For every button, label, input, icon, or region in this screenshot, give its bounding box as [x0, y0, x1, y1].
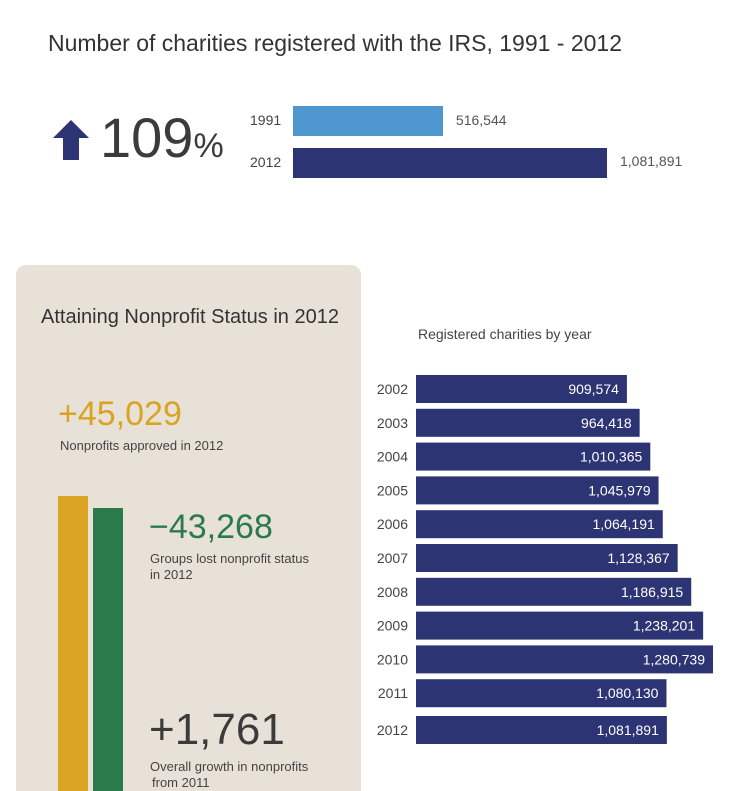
growth-caption-line2: from 2011: [152, 775, 210, 790]
year-bar-2005: [416, 476, 659, 505]
comparison-bar-2012: [293, 148, 607, 178]
year-bar-2006: [416, 510, 663, 539]
approved-caption: Nonprofits approved in 2012: [60, 438, 224, 453]
lost-caption-line1: Groups lost nonprofit status: [150, 551, 309, 566]
year-label-2012: 2012: [377, 722, 408, 738]
comparison-year-1991: 1991: [250, 112, 282, 128]
lost-caption-line2: in 2012: [150, 567, 193, 582]
growth-count: +1,761: [149, 705, 285, 754]
year-value-label-2006: 1,064,191: [592, 516, 654, 532]
year-label-2007: 2007: [377, 550, 408, 566]
year-label-2004: 2004: [377, 449, 408, 465]
year-label-2008: 2008: [377, 584, 408, 600]
year-bar-2002: [416, 375, 627, 403]
approved-bar: [58, 496, 88, 791]
comparison-value-2012: 1,081,891: [620, 153, 683, 169]
year-bar-2007: [416, 544, 678, 572]
growth-percent-unit: %: [193, 127, 224, 165]
year-bar-2012: [416, 716, 667, 744]
comparison-value-1991: 516,544: [455, 112, 507, 128]
year-value-label-2002: 909,574: [568, 381, 619, 397]
lost-count: −43,268: [149, 508, 273, 546]
year-value-label-2008: 1,186,915: [621, 584, 683, 600]
year-label-2010: 2010: [377, 651, 408, 667]
growth-percent: 109%: [100, 110, 224, 166]
year-label-2005: 2005: [377, 482, 408, 498]
year-chart-title: Registered charities by year: [418, 326, 592, 342]
comparison-bar-1991: [293, 106, 443, 136]
panel-title: Attaining Nonprofit Status in 2012: [41, 306, 339, 328]
approved-count: +45,029: [58, 395, 182, 433]
year-value-label-2005: 1,045,979: [588, 482, 650, 498]
year-value-label-2007: 1,128,367: [607, 550, 669, 566]
lost-bar: [93, 507, 123, 791]
year-bar-2008: [416, 577, 692, 606]
year-value-label-2009: 1,238,201: [633, 618, 695, 634]
arrow-up-icon: [53, 120, 89, 160]
year-value-label-2012: 1,081,891: [597, 722, 659, 738]
year-value-label-2010: 1,280,739: [643, 651, 705, 667]
year-bar-2010: [416, 645, 713, 674]
year-label-2002: 2002: [377, 381, 408, 397]
year-value-label-2003: 964,418: [581, 415, 632, 431]
page-title: Number of charities registered with the …: [48, 30, 623, 56]
year-bar-2004: [416, 442, 651, 471]
growth-caption-line1: Overall growth in nonprofits: [150, 759, 309, 774]
year-bar-2011: [416, 679, 667, 708]
year-label-2009: 2009: [377, 618, 408, 634]
comparison-year-2012: 2012: [250, 154, 282, 170]
year-value-label-2004: 1,010,365: [580, 449, 642, 465]
year-value-label-2011: 1,080,130: [596, 685, 658, 701]
year-label-2011: 2011: [378, 685, 408, 701]
year-bar-2009: [416, 611, 704, 640]
year-bar-2003: [416, 408, 640, 437]
year-label-2006: 2006: [377, 516, 408, 532]
year-label-2003: 2003: [377, 415, 408, 431]
growth-percent-value: 109: [100, 106, 194, 169]
